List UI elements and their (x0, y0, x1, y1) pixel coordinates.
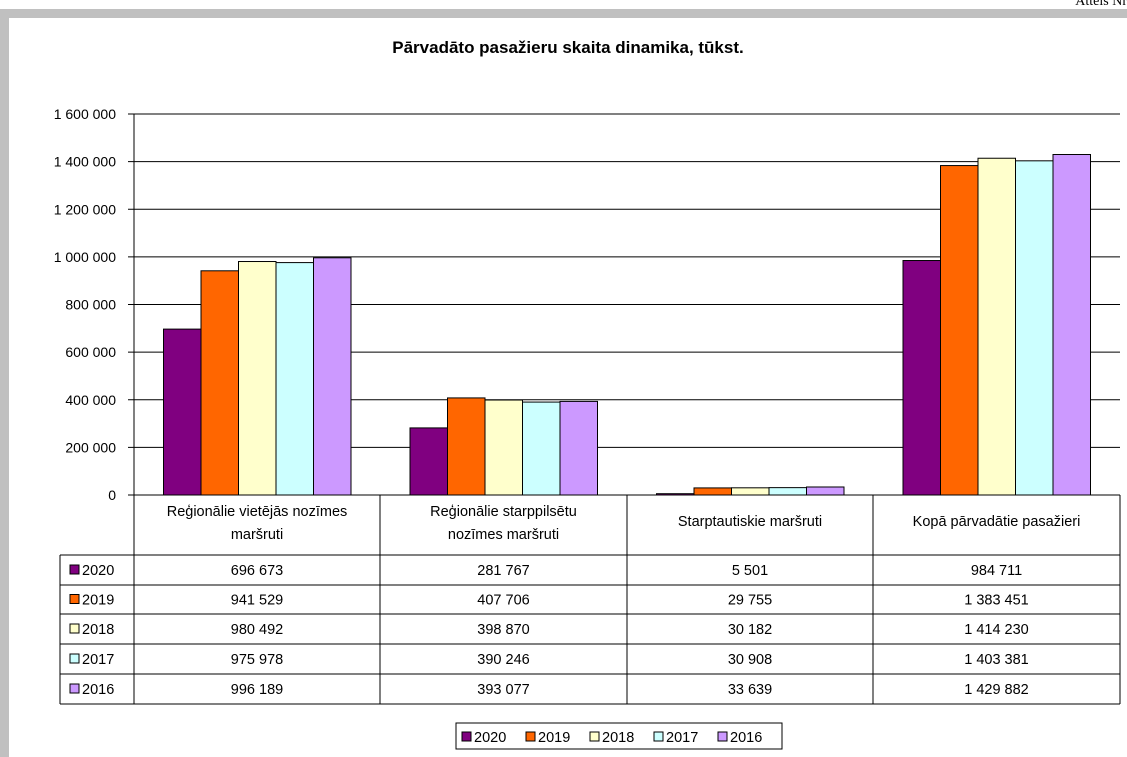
legend-swatch-2018 (69, 623, 80, 634)
legend-label: 2016 (730, 730, 762, 746)
bar-2019 (447, 397, 486, 496)
legend-swatch-2017 (69, 653, 80, 664)
category-label: Starptautiskie maršruti (678, 514, 822, 530)
data-label: 1 429 882 (964, 682, 1029, 698)
row-label: 2017 (82, 652, 114, 668)
category-label: Reģionālie starppilsētu (430, 504, 577, 520)
legend-swatch-2019 (69, 594, 80, 604)
row-label: 2018 (82, 622, 114, 638)
bar-2017 (522, 401, 561, 496)
data-label: 33 639 (728, 682, 772, 698)
y-tick-label: 0 (108, 487, 116, 503)
row-label: 2016 (82, 682, 114, 698)
legend-label: 2017 (666, 730, 698, 746)
legend-swatch-2017 (653, 731, 664, 742)
row-label: 2019 (82, 593, 114, 609)
chart-title: Pārvadāto pasažieru skaita dinamika, tūk… (392, 38, 744, 57)
legend-label: 2018 (602, 730, 634, 746)
y-tick-label: 1 000 000 (54, 249, 116, 265)
bar-2020 (656, 493, 695, 496)
data-label: 1 383 451 (964, 593, 1029, 609)
bar-2016 (1052, 154, 1091, 496)
legend-swatch-2019 (525, 731, 536, 742)
data-label: 984 711 (971, 563, 1022, 579)
bar-2018 (484, 399, 523, 496)
legend-label: 2019 (538, 730, 570, 746)
bar-2018 (238, 261, 277, 496)
legend-box (455, 722, 783, 750)
category-label: nozīmes maršruti (448, 527, 559, 543)
data-label: 996 189 (231, 682, 283, 698)
data-label: 980 492 (231, 622, 283, 638)
category-label: Reģionālie vietējās nozīmes (167, 504, 348, 520)
legend-swatch-2016 (717, 731, 728, 742)
y-tick-label: 400 000 (65, 392, 116, 408)
data-label: 407 706 (477, 593, 529, 609)
data-label: 975 978 (231, 652, 283, 668)
chart-frame-top (0, 9, 1127, 18)
data-label: 1 414 230 (964, 622, 1029, 638)
legend-swatch-2020 (461, 731, 472, 742)
data-label: 696 673 (231, 563, 283, 579)
data-label: 398 870 (477, 622, 529, 638)
data-label: 393 077 (477, 682, 529, 698)
y-tick-label: 1 600 000 (54, 106, 116, 122)
legend-swatch-2020 (69, 564, 80, 575)
bar-2018 (731, 487, 770, 496)
bar-2016 (806, 486, 845, 496)
data-label: 281 767 (477, 563, 529, 579)
bar-2017 (275, 262, 314, 496)
data-label: 390 246 (477, 652, 529, 668)
figure-number-label: Attēls Nr (1075, 0, 1127, 9)
bar-2020 (163, 328, 202, 496)
data-label: 941 529 (231, 593, 283, 609)
row-label: 2020 (82, 563, 114, 579)
category-label: maršruti (231, 527, 283, 543)
y-tick-label: 600 000 (65, 344, 116, 360)
legend-swatch-2018 (589, 731, 600, 742)
y-tick-label: 1 400 000 (54, 154, 116, 170)
bar-2019 (940, 165, 979, 496)
y-tick-label: 200 000 (65, 439, 116, 455)
chart-frame-left (0, 9, 9, 757)
legend-swatch-2016 (69, 683, 80, 694)
category-label: Kopā pārvadātie pasažieri (913, 514, 1081, 530)
bar-2017 (1015, 160, 1054, 496)
bar-2020 (902, 260, 941, 496)
legend-label: 2020 (474, 730, 506, 746)
bar-2019 (200, 270, 239, 496)
y-tick-label: 800 000 (65, 297, 116, 313)
data-label: 30 182 (728, 622, 772, 638)
bar-2019 (693, 487, 732, 496)
bar-2017 (768, 487, 807, 496)
y-tick-label: 1 200 000 (54, 201, 116, 217)
data-label: 29 755 (728, 593, 772, 609)
data-label: 1 403 381 (964, 652, 1029, 668)
bar-2018 (977, 157, 1016, 496)
data-label: 5 501 (732, 563, 768, 579)
bar-2016 (313, 257, 352, 496)
data-label: 30 908 (728, 652, 772, 668)
bar-2016 (559, 400, 598, 496)
bar-2020 (409, 427, 448, 496)
